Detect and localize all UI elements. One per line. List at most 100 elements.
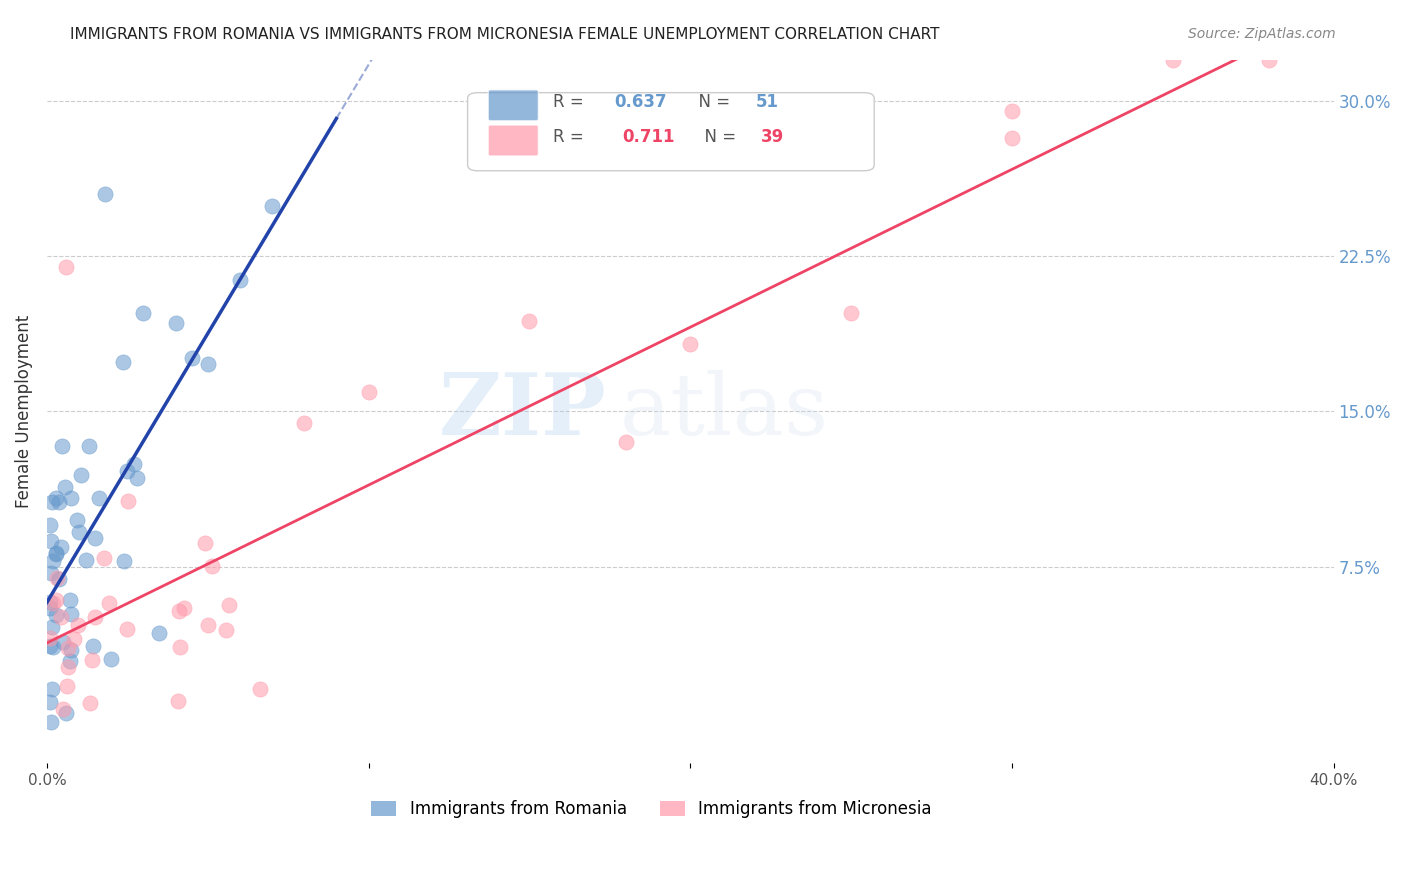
Point — [84, 609, 107, 624]
Point — [201, 559, 224, 574]
Text: atlas: atlas — [620, 370, 828, 453]
Point — [1001, 130, 1024, 145]
Text: R =: R = — [553, 93, 589, 111]
Point — [39, 595, 62, 609]
Point — [56, 660, 79, 674]
Point — [166, 694, 188, 708]
Point — [46, 571, 69, 585]
Point — [66, 617, 89, 632]
Point — [1001, 104, 1024, 119]
Point — [87, 491, 110, 505]
Point — [56, 679, 79, 693]
Point — [69, 468, 91, 483]
Point — [117, 622, 139, 636]
Point — [45, 608, 67, 623]
Point — [41, 620, 63, 634]
Text: 0.711: 0.711 — [621, 128, 675, 146]
Point — [112, 553, 135, 567]
Point — [93, 550, 115, 565]
Point — [41, 494, 63, 508]
Point — [218, 598, 240, 612]
FancyBboxPatch shape — [488, 125, 538, 156]
Point — [48, 572, 70, 586]
Point — [197, 357, 219, 371]
Point — [132, 306, 155, 320]
Point — [197, 617, 219, 632]
Point — [45, 491, 67, 505]
Point — [169, 640, 191, 655]
Point — [39, 639, 62, 653]
FancyBboxPatch shape — [488, 90, 538, 120]
Point — [357, 385, 380, 400]
Point — [55, 480, 77, 494]
Point — [59, 643, 82, 657]
FancyBboxPatch shape — [468, 93, 875, 170]
Point — [39, 566, 62, 581]
Point — [49, 610, 72, 624]
Point — [75, 552, 97, 566]
Text: 39: 39 — [761, 128, 785, 146]
Point — [48, 494, 70, 508]
Point — [94, 187, 117, 202]
Point — [215, 623, 238, 637]
Text: 51: 51 — [756, 93, 779, 111]
Point — [80, 653, 103, 667]
Point — [1161, 53, 1184, 67]
Text: R =: R = — [553, 128, 593, 146]
Point — [519, 314, 541, 328]
Point — [79, 439, 101, 453]
Legend: Immigrants from Romania, Immigrants from Micronesia: Immigrants from Romania, Immigrants from… — [364, 794, 939, 825]
Point — [59, 593, 82, 607]
Text: 0.637: 0.637 — [614, 93, 666, 111]
Point — [122, 457, 145, 471]
Point — [39, 600, 62, 615]
Point — [614, 435, 637, 450]
Point — [51, 439, 73, 453]
Point — [679, 336, 702, 351]
Point — [55, 260, 77, 274]
Point — [39, 518, 62, 533]
Text: N =: N = — [695, 128, 741, 146]
Point — [169, 604, 191, 618]
Text: Source: ZipAtlas.com: Source: ZipAtlas.com — [1188, 27, 1336, 41]
Point — [41, 681, 63, 696]
Point — [125, 470, 148, 484]
Point — [65, 513, 87, 527]
Point — [51, 541, 73, 555]
Point — [56, 641, 79, 656]
Point — [42, 596, 65, 610]
Point — [84, 531, 107, 545]
Point — [165, 316, 187, 330]
Point — [67, 525, 90, 540]
Point — [1258, 53, 1281, 67]
Point — [82, 639, 104, 653]
Text: N =: N = — [688, 93, 735, 111]
Point — [194, 536, 217, 550]
Point — [45, 593, 67, 607]
Y-axis label: Female Unemployment: Female Unemployment — [15, 315, 32, 508]
Point — [117, 464, 139, 478]
Point — [249, 682, 271, 697]
Point — [292, 416, 315, 430]
Point — [148, 626, 170, 640]
Point — [63, 632, 86, 646]
Point — [59, 654, 82, 668]
Text: ZIP: ZIP — [439, 369, 606, 453]
Point — [117, 494, 139, 508]
Point — [39, 631, 62, 645]
Point — [39, 695, 62, 709]
Point — [39, 533, 62, 548]
Point — [45, 547, 67, 561]
Point — [39, 714, 62, 729]
Point — [45, 546, 67, 560]
Point — [180, 351, 202, 365]
Point — [55, 706, 77, 720]
Point — [59, 491, 82, 506]
Point — [60, 607, 83, 622]
Point — [229, 272, 252, 286]
Point — [173, 600, 195, 615]
Point — [79, 696, 101, 710]
Point — [52, 702, 75, 716]
Text: IMMIGRANTS FROM ROMANIA VS IMMIGRANTS FROM MICRONESIA FEMALE UNEMPLOYMENT CORREL: IMMIGRANTS FROM ROMANIA VS IMMIGRANTS FR… — [70, 27, 939, 42]
Point — [100, 651, 122, 665]
